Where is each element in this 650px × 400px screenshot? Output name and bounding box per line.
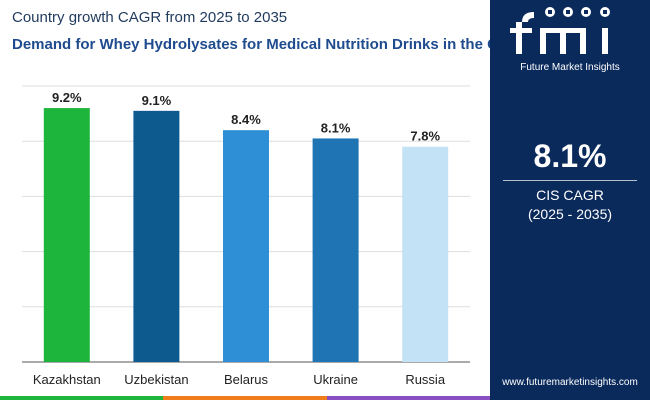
divider (503, 180, 637, 181)
bar-kazakhstan (43, 108, 90, 362)
bottom-color-strip (0, 396, 490, 400)
cagr-period: (2025 - 2035) (527, 206, 613, 222)
brand-name: Future Market Insights (520, 62, 620, 73)
value-label-ukraine: 8.1% (321, 120, 351, 135)
bars (43, 108, 449, 362)
category-label-russia: Russia (405, 372, 446, 387)
category-label-uzbekistan: Uzbekistan (124, 372, 188, 387)
chart-subtitle: Country growth CAGR from 2025 to 2035 (12, 9, 288, 26)
category-label-belarus: Belarus (224, 372, 269, 387)
strip-segment-purple (326, 396, 490, 400)
bar-uzbekistan (133, 110, 180, 362)
category-label-ukraine: Ukraine (313, 372, 358, 387)
value-label-uzbekistan: 9.1% (142, 93, 172, 108)
strip-segment-orange (163, 396, 327, 400)
cagr-value: 8.1% (533, 138, 607, 174)
fmi-logo (510, 7, 610, 54)
value-label-belarus: 8.4% (231, 112, 261, 127)
bar-chart: 9.2% 9.1% 8.4% 8.1% 7.8% Kazakhstan Uzbekista… (22, 85, 470, 387)
value-labels: 9.2% 9.1% 8.4% 8.1% 7.8% (52, 90, 440, 144)
cagr-label: CIS CAGR (536, 187, 604, 203)
bar-belarus (223, 130, 269, 362)
bar-ukraine (312, 138, 359, 362)
value-label-russia: 7.8% (410, 129, 440, 144)
chart-title: Demand for Whey Hydrolysates for Medical… (12, 36, 513, 53)
category-labels: Kazakhstan Uzbekistan Belarus Ukraine Russia (33, 372, 446, 387)
value-label-kazakhstan: 9.2% (52, 90, 82, 105)
strip-segment-green (0, 396, 164, 400)
category-label-kazakhstan: Kazakhstan (33, 372, 101, 387)
summary-panel: Future Market Insights 8.1% CIS CAGR (20… (490, 0, 650, 400)
chart-header: Country growth CAGR from 2025 to 2035 De… (0, 0, 512, 82)
website-link[interactable]: www.futuremarketinsights.com (502, 377, 638, 388)
bar-russia (402, 146, 449, 362)
